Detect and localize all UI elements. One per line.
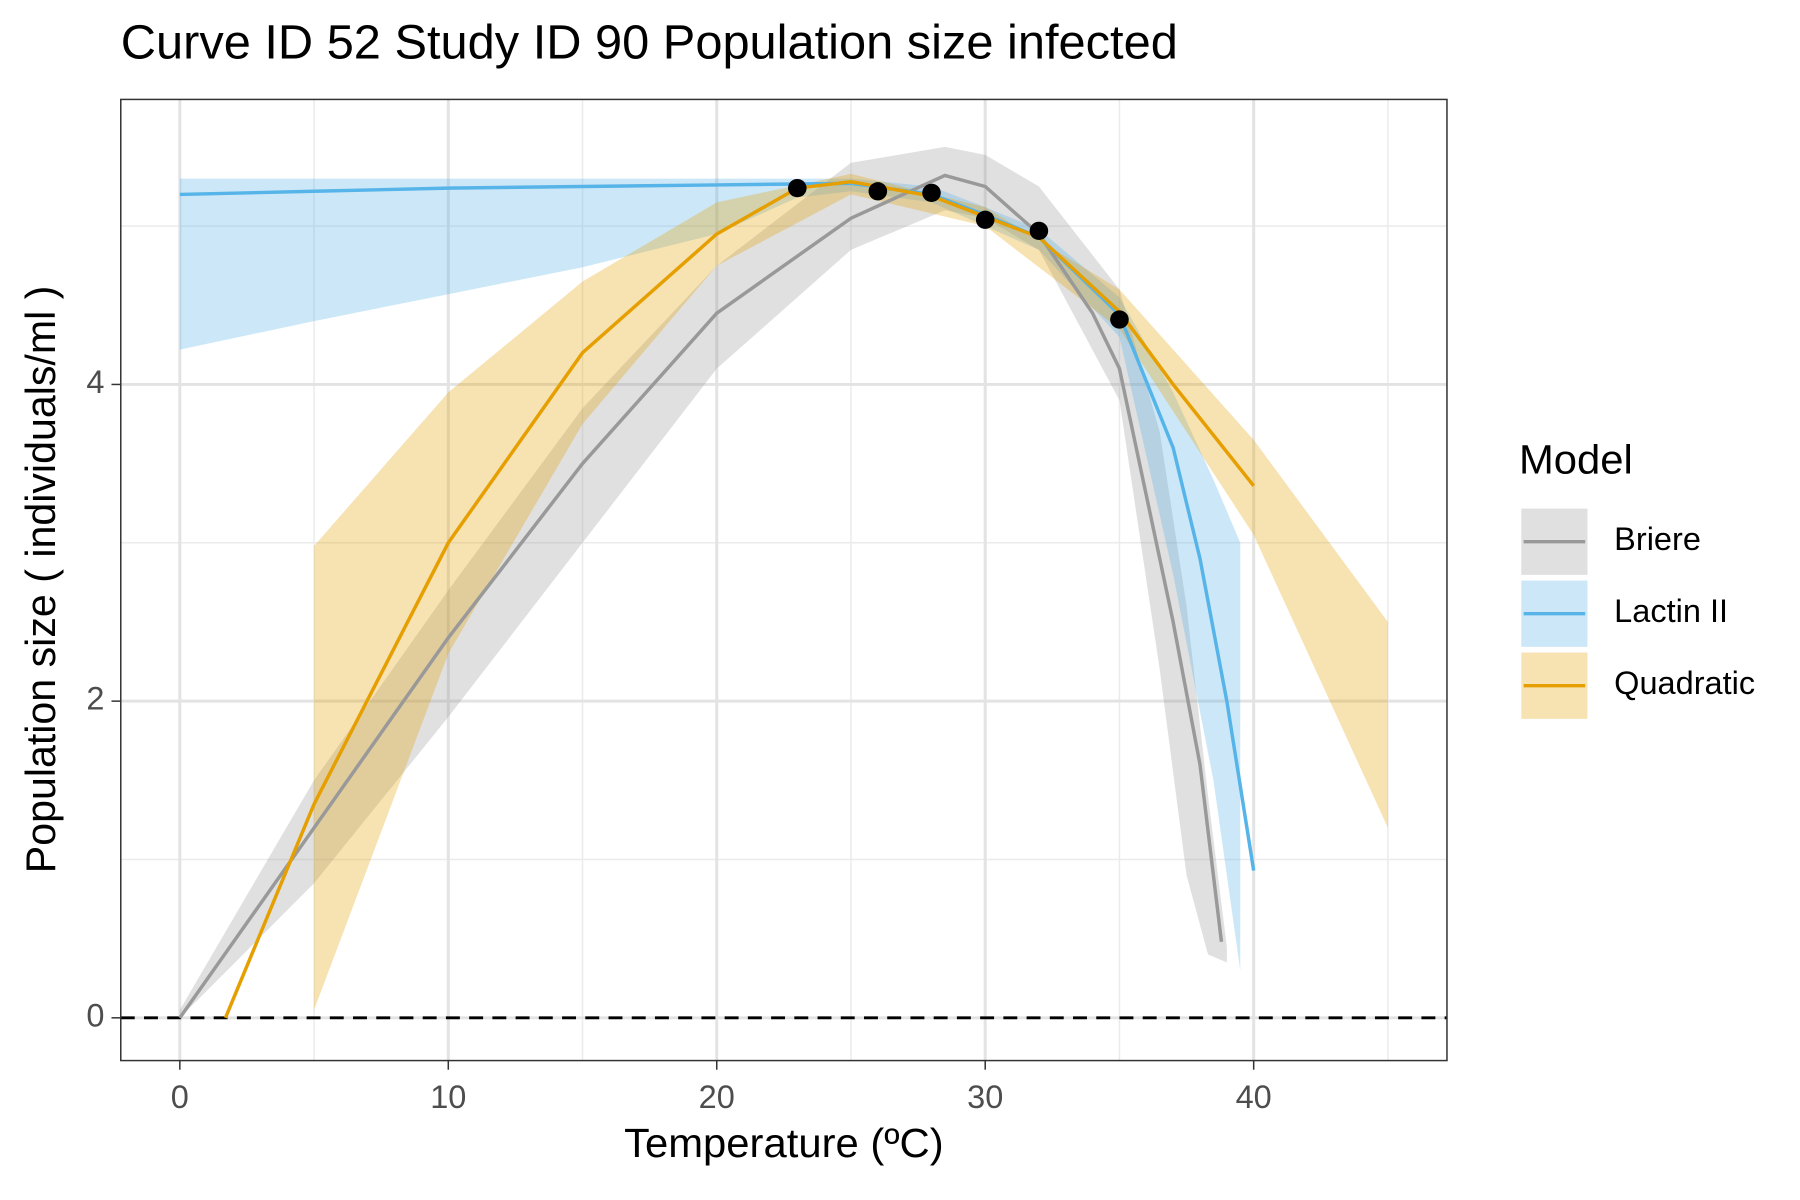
x-tick-label: 20 <box>699 1079 735 1115</box>
confidence-ribbon <box>179 146 1227 1018</box>
data-point <box>975 210 995 229</box>
y-axis-label: Population size ( individuals/ml ) <box>17 286 64 874</box>
axes: 0 10 20 30 40 0 2 4 <box>86 364 1271 1115</box>
legend-label: Lactin II <box>1614 593 1728 629</box>
confidence-ribbon <box>179 178 1241 971</box>
x-tick-label: 30 <box>967 1079 1003 1115</box>
data-point <box>868 182 888 201</box>
data-point <box>1029 221 1049 240</box>
chart-title: Curve ID 52 Study ID 90 Population size … <box>121 16 1178 70</box>
data-point <box>1110 310 1129 329</box>
x-axis-label: Temperature (ºC) <box>624 1119 944 1166</box>
y-tick-label: 0 <box>86 997 104 1033</box>
data-point <box>788 178 807 198</box>
model-curve <box>178 173 1224 1019</box>
x-tick-label: 10 <box>430 1079 466 1115</box>
legend-label: Briere <box>1614 521 1701 557</box>
legend-title: Model <box>1519 436 1633 483</box>
x-tick-label: 40 <box>1236 1079 1272 1115</box>
x-tick-label: 0 <box>171 1079 189 1115</box>
panel-border <box>120 98 1448 1062</box>
legend-label: Quadratic <box>1614 665 1755 701</box>
y-tick-label: 2 <box>86 681 104 717</box>
plot-area <box>120 146 1447 1020</box>
y-tick-label: 4 <box>86 364 104 400</box>
legend: Model Briere Lactin II Quadratic <box>1519 436 1755 719</box>
confidence-ribbon <box>314 173 1388 1010</box>
data-point <box>922 183 941 202</box>
